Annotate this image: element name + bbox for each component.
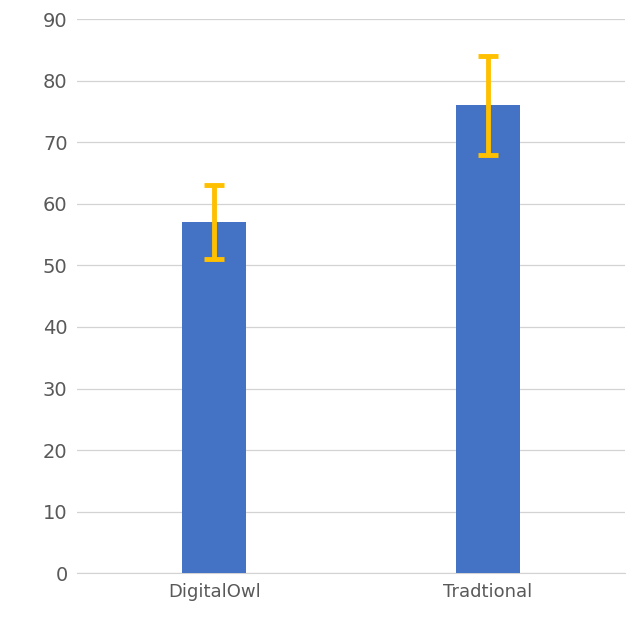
Bar — [182, 222, 246, 573]
Bar — [456, 105, 520, 573]
